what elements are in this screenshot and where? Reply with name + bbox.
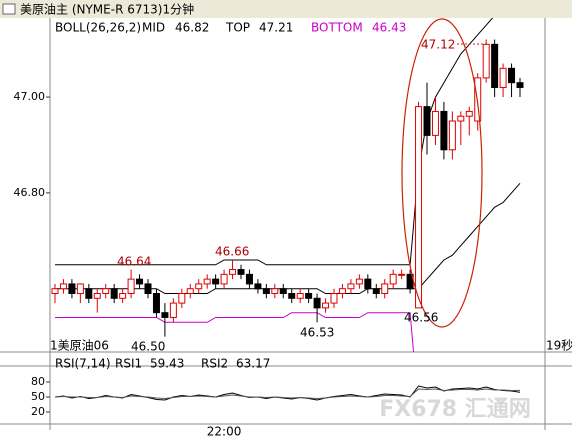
candle-body: [279, 288, 287, 295]
candle-body: [254, 283, 262, 290]
y-tick-label: 50: [31, 390, 45, 403]
candle-body: [102, 288, 110, 295]
legend-value: 63.17: [236, 357, 270, 371]
candle-body: [220, 273, 228, 285]
legend-name: MID: [142, 21, 165, 35]
candle-body: [372, 288, 380, 295]
candle-body: [415, 106, 423, 309]
indicator-label: RSI(7,14): [55, 357, 111, 371]
candle-body: [330, 293, 338, 304]
candle-body: [288, 293, 296, 299]
annotation: 47.12: [421, 38, 455, 52]
legend-name: TOP: [225, 21, 250, 35]
rsi-plot: [54, 385, 521, 401]
candle-body: [398, 273, 406, 276]
chart-title: 美原油主 (NYME-R 6713)1分钟: [20, 2, 194, 17]
legend-value: 46.82: [175, 21, 209, 35]
series-line: [55, 312, 415, 352]
footer-label: 1美原油06: [50, 339, 109, 353]
candle-body: [119, 293, 127, 299]
candle-body: [186, 288, 194, 295]
candle-body: [431, 110, 439, 136]
y-tick-label: 47.00: [14, 90, 46, 103]
annotation: 46.53: [300, 326, 334, 340]
legend-name: RSI1: [115, 357, 142, 371]
title-bar: [0, 0, 572, 18]
candle-body: [296, 293, 304, 299]
candle-body: [68, 283, 76, 295]
candle-body: [423, 106, 431, 136]
watermark: FX678 汇通网: [379, 397, 531, 422]
candle-body: [508, 67, 516, 84]
window-icon: [2, 3, 16, 15]
candle-body: [491, 43, 499, 88]
legend-value: 59.43: [150, 357, 184, 371]
candle-body: [212, 278, 220, 285]
candle-body: [85, 288, 93, 299]
candle-body: [305, 293, 313, 299]
candle-body: [161, 312, 169, 318]
annotation: 46.66: [215, 245, 249, 259]
candle-body: [262, 288, 270, 295]
candle-body: [245, 273, 253, 285]
main-plot: [51, 18, 524, 352]
highlight-ellipse: [401, 18, 483, 328]
candle-body: [127, 278, 135, 295]
candle-body: [93, 293, 101, 299]
candle-body: [355, 278, 363, 285]
candle-body: [237, 269, 245, 275]
candle-body: [499, 67, 507, 88]
candle-body: [271, 288, 279, 295]
candle-body: [144, 283, 152, 295]
legend-value: 47.21: [259, 21, 293, 35]
candle-body: [110, 288, 118, 299]
candle-body: [516, 82, 524, 88]
candle-body: [322, 302, 330, 309]
candle-body: [59, 283, 67, 290]
candle-body: [136, 278, 144, 285]
series-line: [55, 18, 494, 266]
indicator-label: BOLL(26,26,2): [55, 21, 141, 35]
candle-body: [313, 297, 321, 309]
candle-body: [152, 293, 160, 314]
candle-body: [364, 278, 372, 290]
legend-name: BOTTOM: [311, 21, 363, 35]
y-tick-label: 20: [31, 405, 45, 418]
series-line: [54, 388, 521, 400]
legend-name: RSI2: [201, 357, 228, 371]
candle-body: [229, 269, 237, 275]
footer-label: 19秒: [546, 339, 572, 353]
candle-body: [457, 115, 465, 122]
candle-body: [203, 278, 211, 285]
candle-body: [465, 110, 473, 117]
legend-value: 46.43: [372, 21, 406, 35]
candle-body: [195, 283, 203, 290]
candle-body: [389, 273, 397, 285]
candle-body: [440, 110, 448, 151]
annotation: 46.50: [131, 340, 165, 354]
x-tick-label: 22:00: [207, 425, 242, 439]
annotation: 46.56: [404, 311, 438, 325]
candle-body: [381, 283, 389, 295]
y-tick-label: 80: [31, 375, 45, 388]
y-tick-label: 46.80: [14, 186, 46, 199]
candle-body: [448, 120, 456, 151]
candle-body: [76, 283, 84, 295]
candle-body: [347, 283, 355, 290]
candle-body: [169, 302, 177, 318]
candle-body: [178, 293, 186, 304]
candle-body: [482, 43, 490, 79]
candle-body: [51, 288, 59, 295]
annotation: 46.64: [117, 255, 151, 269]
candle-body: [338, 288, 346, 295]
